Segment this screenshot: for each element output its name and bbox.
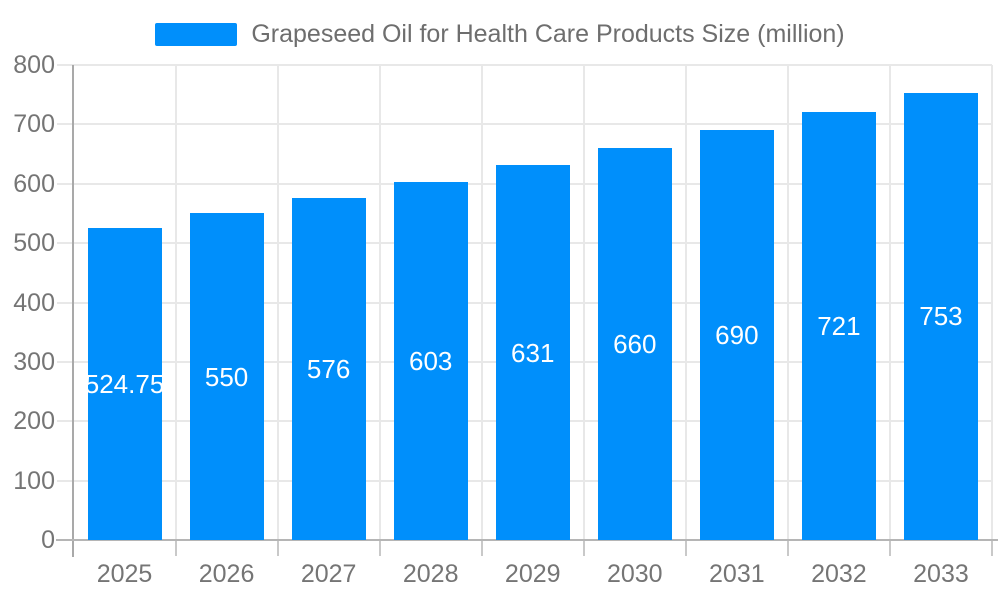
y-axis-label: 100	[13, 466, 55, 495]
x-axis-tick	[582, 540, 585, 556]
bar-value-label: 660	[613, 329, 657, 360]
bar-2029[interactable]: 631	[495, 165, 570, 540]
bar-value-label: 524.75	[84, 369, 165, 400]
y-axis-label: 800	[13, 51, 55, 79]
bar-2025[interactable]: 524.75	[84, 228, 165, 540]
x-axis-label: 2026	[198, 560, 255, 588]
x-axis-label: 2025	[96, 560, 153, 588]
x-axis-label: 2027	[300, 560, 357, 588]
x-gridline	[276, 65, 279, 540]
y-axis-line	[72, 65, 74, 557]
y-axis-label: 200	[13, 407, 55, 436]
bar-value-label: 576	[306, 354, 351, 384]
x-gridline	[378, 65, 381, 540]
x-axis-tick	[991, 540, 993, 556]
x-gridline	[174, 65, 177, 540]
x-axis-label: 2031	[709, 560, 765, 588]
y-gridline	[57, 64, 992, 66]
y-axis-label: 400	[13, 288, 55, 317]
bar-value-label: 631	[511, 337, 555, 368]
x-gridline	[991, 65, 993, 540]
bar-2027[interactable]: 576	[291, 198, 366, 540]
x-axis-tick	[276, 540, 279, 556]
bar-value-label: 550	[204, 361, 249, 392]
y-axis-label: 0	[41, 526, 55, 554]
x-axis-label: 2028	[402, 560, 459, 588]
x-axis-tick	[174, 540, 177, 556]
x-axis-label: 2030	[606, 560, 663, 588]
legend-swatch	[155, 22, 238, 46]
x-axis-label: 2033	[913, 560, 969, 588]
bar-2026[interactable]: 550	[189, 213, 264, 540]
bar-2032[interactable]: 721	[801, 111, 876, 540]
bar-value-label: 753	[919, 301, 963, 332]
bar-2031[interactable]: 690	[699, 130, 774, 540]
y-gridline	[57, 123, 992, 126]
bar-value-label: 690	[715, 320, 759, 351]
x-axis-tick	[480, 540, 483, 556]
x-axis-tick	[378, 540, 381, 556]
legend-item[interactable]: Grapeseed Oil for Health Care Products S…	[0, 19, 1000, 49]
x-axis-tick	[684, 540, 687, 556]
y-axis-label: 500	[13, 229, 55, 258]
bar-2033[interactable]: 753	[903, 92, 978, 540]
x-axis-label: 2032	[811, 560, 867, 588]
x-gridline	[786, 65, 789, 540]
bar-2030[interactable]: 660	[597, 148, 672, 540]
y-axis-label: 700	[13, 110, 55, 139]
x-axis-line	[56, 539, 998, 541]
x-gridline	[684, 65, 687, 540]
x-gridline	[480, 65, 483, 540]
legend-label: Grapeseed Oil for Health Care Products S…	[251, 20, 845, 48]
x-axis-tick	[786, 540, 789, 556]
x-axis-tick	[888, 540, 891, 556]
y-axis-label: 300	[13, 347, 55, 376]
x-gridline	[888, 65, 891, 540]
bar-2028[interactable]: 603	[393, 181, 468, 540]
x-gridline	[582, 65, 585, 540]
x-axis-label: 2029	[504, 560, 561, 588]
bar-value-label: 721	[817, 310, 861, 341]
y-axis-label: 600	[13, 169, 55, 198]
bar-value-label: 603	[408, 345, 453, 376]
